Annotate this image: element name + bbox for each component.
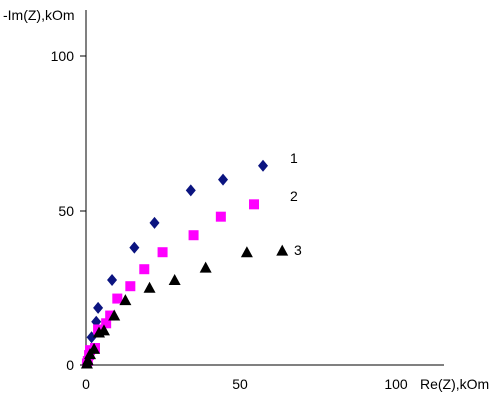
- series-3-point-6: [108, 309, 121, 321]
- series-3-point-12: [276, 244, 289, 256]
- series-2-point-10: [139, 264, 150, 275]
- series-3-point-10: [199, 261, 212, 273]
- series-1-point-9: [185, 184, 196, 197]
- series-2-label: 2: [290, 188, 298, 204]
- series-3-label: 3: [294, 242, 302, 258]
- series-1-point-7: [129, 241, 140, 254]
- series-3-point-1: [81, 354, 94, 366]
- data-points-group: [80, 159, 289, 369]
- y-axis-label: -Im(Z),kOm: [3, 7, 75, 23]
- series-1-point-8: [149, 216, 160, 229]
- x-tick-label-0: 0: [82, 376, 90, 392]
- series-3-point-3: [88, 342, 101, 354]
- series-1-label: 1: [290, 150, 298, 166]
- series-3-point-9: [168, 274, 181, 286]
- series-2-point-14: [249, 199, 260, 210]
- y-tick-label-50: 50: [58, 203, 74, 219]
- series-2-point-12: [188, 230, 199, 241]
- series-2-point-11: [157, 247, 168, 258]
- series-1-point-10: [218, 173, 229, 186]
- x-tick-label-50: 50: [232, 376, 248, 392]
- y-tick-label-0: 0: [66, 357, 74, 373]
- series-1-point-5: [93, 301, 104, 314]
- series-2-point-6: [101, 318, 112, 329]
- series-1-point-6: [107, 274, 118, 287]
- series-1-point-11: [258, 159, 269, 172]
- x-axis-label: Re(Z),kOm: [420, 376, 489, 392]
- series-3-point-5: [97, 324, 110, 336]
- series-2-point-7: [105, 310, 116, 321]
- y-tick-label-100: 100: [51, 48, 75, 64]
- series-2-point-9: [125, 281, 136, 292]
- series-3-point-8: [143, 281, 156, 293]
- series-3-point-7: [119, 294, 132, 306]
- series-2-point-8: [112, 293, 123, 304]
- series-2-point-13: [215, 211, 226, 222]
- x-tick-label-100: 100: [384, 376, 408, 392]
- series-3-point-11: [240, 246, 253, 258]
